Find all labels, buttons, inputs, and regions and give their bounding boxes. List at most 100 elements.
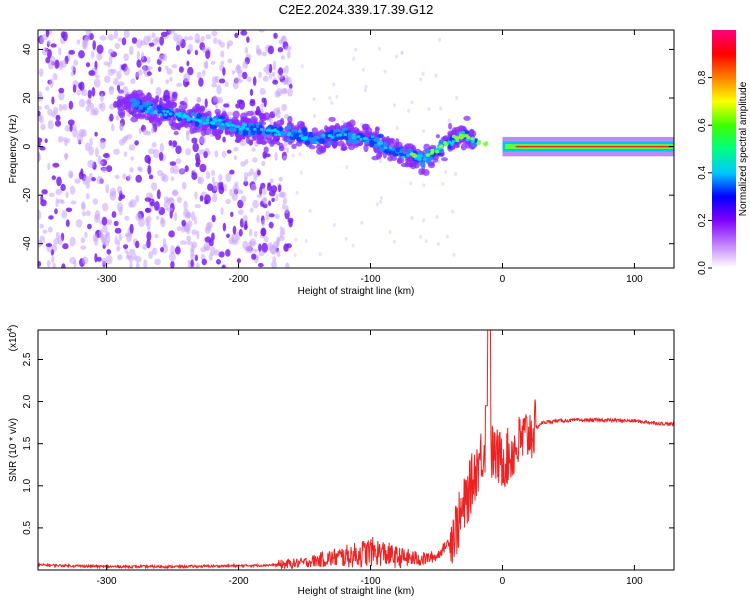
- ridge-halo-blob: [328, 116, 336, 122]
- ridge-high-blob: [435, 150, 440, 154]
- noise-blob: [154, 36, 160, 43]
- noise-blob: [54, 120, 62, 127]
- noise-blob: [116, 239, 121, 246]
- noise-blob: [57, 136, 64, 143]
- noise-blob: [214, 150, 219, 158]
- noise-blob: [203, 242, 210, 251]
- noise-blob: [223, 183, 228, 192]
- noise-blob: [42, 229, 48, 234]
- noise-blob: [270, 185, 278, 193]
- noise-blob: [341, 119, 345, 124]
- noise-blob: [129, 261, 133, 268]
- noise-blob: [360, 220, 364, 225]
- noise-blob: [194, 49, 198, 56]
- noise-blob: [244, 46, 249, 55]
- noise-blob: [121, 37, 127, 46]
- ridge-halo-blob: [455, 144, 460, 148]
- noise-blob: [220, 207, 224, 216]
- snr-y-tick-label: 2.0: [22, 394, 33, 408]
- noise-blob: [272, 60, 277, 71]
- noise-blob: [218, 78, 226, 84]
- noise-blob: [266, 184, 272, 192]
- ridge-halo-blob: [200, 128, 207, 137]
- noise-blob: [198, 176, 205, 185]
- noise-blob: [123, 151, 127, 158]
- noise-blob: [118, 233, 123, 241]
- noise-blob: [256, 194, 262, 199]
- noise-blob: [364, 84, 368, 89]
- noise-blob: [174, 246, 181, 255]
- noise-blob: [185, 148, 192, 156]
- colorbar-tick-label: 0.8: [697, 70, 708, 84]
- ridge-halo-blob: [448, 122, 453, 130]
- noise-blob: [119, 122, 124, 132]
- noise-blob: [207, 221, 213, 229]
- ridge-peak-blob: [303, 137, 307, 141]
- noise-blob: [57, 199, 64, 204]
- noise-blob: [92, 40, 96, 51]
- noise-blob: [181, 181, 187, 190]
- noise-blob: [251, 253, 257, 260]
- noise-blob: [235, 103, 241, 109]
- ridge-halo-blob: [128, 95, 133, 100]
- noise-blob: [237, 79, 243, 83]
- noise-blob: [175, 158, 182, 165]
- noise-blob: [258, 71, 262, 79]
- noise-blob: [186, 235, 192, 242]
- noise-blob: [352, 56, 356, 61]
- noise-blob: [410, 100, 414, 105]
- noise-blob: [108, 219, 113, 225]
- noise-blob: [39, 235, 46, 245]
- noise-blob: [280, 191, 287, 198]
- noise-blob: [74, 178, 81, 184]
- noise-blob: [69, 185, 76, 195]
- noise-blob: [123, 30, 130, 39]
- ridge-halo-blob: [182, 102, 188, 110]
- noise-blob: [183, 200, 188, 210]
- noise-blob: [203, 151, 208, 159]
- noise-blob: [84, 142, 91, 152]
- noise-blob: [247, 76, 252, 83]
- noise-blob: [277, 74, 284, 79]
- ridge-peak-blob: [205, 118, 210, 122]
- noise-blob: [96, 256, 102, 262]
- noise-blob: [224, 81, 229, 87]
- ridge-peak-blob: [330, 135, 335, 139]
- noise-blob: [118, 139, 125, 146]
- spectrogram-x-axis-label: Height of straight line (km): [298, 286, 415, 297]
- noise-blob: [50, 43, 57, 48]
- noise-blob: [274, 152, 278, 161]
- noise-blob: [244, 158, 249, 165]
- noise-blob: [222, 222, 227, 232]
- noise-blob: [207, 183, 214, 191]
- noise-blob: [81, 88, 88, 97]
- noise-blob: [190, 253, 196, 261]
- ridge-peak-blob: [162, 109, 166, 113]
- noise-blob: [210, 60, 216, 65]
- noise-blob: [244, 246, 249, 251]
- ridge-halo-blob: [270, 139, 277, 145]
- noise-blob: [151, 182, 158, 191]
- noise-blob: [447, 118, 451, 123]
- ridge-halo-blob: [350, 124, 355, 131]
- noise-blob: [232, 80, 239, 90]
- noise-blob: [176, 226, 183, 232]
- noise-blob: [146, 56, 151, 64]
- noise-blob: [101, 216, 108, 226]
- noise-blob: [175, 145, 182, 154]
- noise-blob: [148, 251, 154, 259]
- ridge-halo-blob: [139, 113, 147, 118]
- noise-blob: [226, 111, 234, 116]
- ridge-halo-blob: [340, 147, 347, 151]
- noise-blob: [287, 88, 293, 97]
- ridge-peak-blob: [298, 134, 303, 138]
- ridge-peak-blob: [277, 133, 282, 137]
- ridge-peak-blob: [336, 133, 340, 137]
- noise-blob: [100, 160, 104, 165]
- noise-blob: [249, 100, 256, 107]
- noise-blob: [98, 103, 103, 109]
- noise-blob: [169, 252, 176, 262]
- noise-blob: [110, 68, 117, 74]
- ridge-high-blob: [466, 135, 471, 140]
- noise-blob: [103, 75, 111, 83]
